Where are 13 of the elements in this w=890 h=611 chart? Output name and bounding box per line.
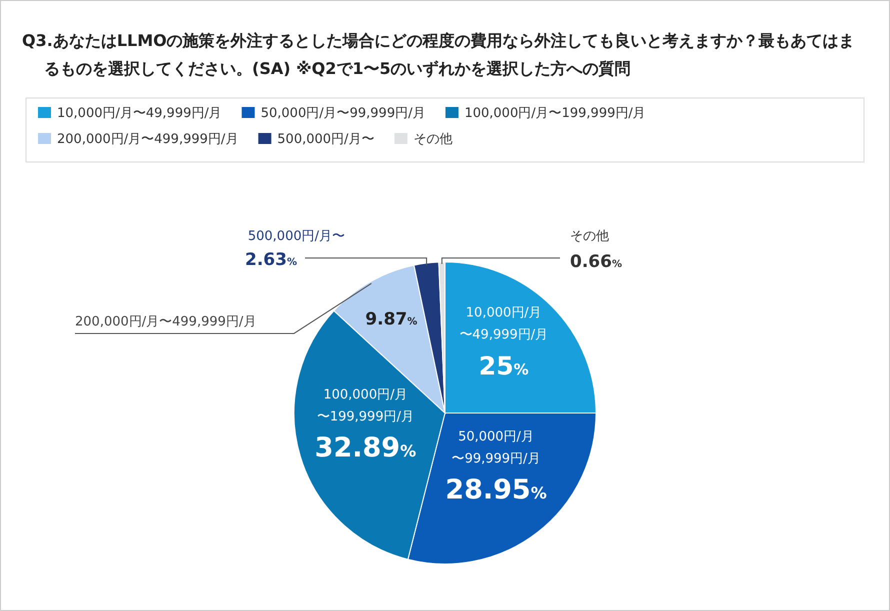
legend-label: 50,000円/月〜99,999円/月 bbox=[260, 106, 426, 121]
slice-label: その他 bbox=[570, 229, 609, 244]
data-label: 2.63% bbox=[245, 250, 297, 270]
legend-label: 100,000円/月〜199,999円/月 bbox=[464, 106, 646, 121]
legend-label: 500,000円/月〜 bbox=[277, 132, 374, 147]
slice-label: 200,000円/月〜499,999円/月 bbox=[75, 314, 256, 330]
slice-label: 500,000円/月〜 bbox=[248, 229, 345, 244]
legend-label: 200,000円/月〜499,999円/月 bbox=[57, 132, 238, 147]
legend-label: 10,000円/月〜49,999円/月 bbox=[57, 106, 222, 121]
data-label: 0.66% bbox=[570, 252, 622, 272]
title: Q3.あなたはLLMOの施策を外注するとした場合にどの程度の費用なら外注しても良いと考えますか？最もあてはまるものを選択してください。(SA) ※Q2で1〜5のいずれかを選択した方への質問 bbox=[22, 31, 855, 78]
legend-label: その他 bbox=[413, 132, 452, 147]
data-label: 9.87% bbox=[365, 309, 418, 330]
